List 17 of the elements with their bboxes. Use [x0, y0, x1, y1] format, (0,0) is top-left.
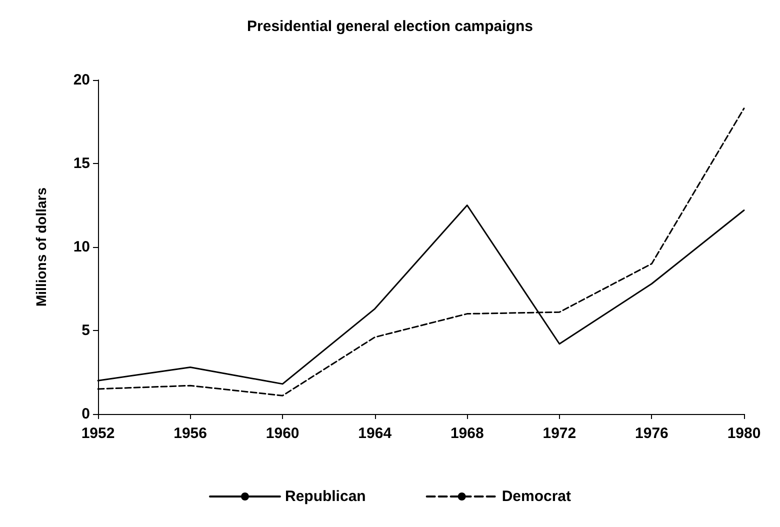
x-tick-label: 1956 — [174, 425, 207, 442]
x-tick-label: 1980 — [727, 425, 761, 442]
y-tick-label: 10 — [73, 238, 90, 256]
legend-label: Democrat — [502, 488, 572, 505]
x-tick-label: 1964 — [358, 425, 392, 442]
x-tick-label: 1976 — [635, 425, 668, 442]
x-tick-label: 1972 — [542, 425, 576, 442]
y-axis-title: Millions of dollars — [33, 187, 49, 307]
chart-title: Presidential general election campaigns — [247, 18, 533, 35]
legend-label: Republican — [284, 488, 366, 505]
y-tick-label: 0 — [82, 406, 90, 422]
y-tick-label: 15 — [73, 155, 90, 172]
x-tick-label: 1952 — [81, 425, 115, 442]
x-tick-label: 1968 — [450, 425, 484, 442]
y-tick-label: 20 — [73, 72, 90, 88]
y-tick-label: 5 — [82, 322, 90, 339]
x-tick-label: 1960 — [266, 425, 300, 442]
